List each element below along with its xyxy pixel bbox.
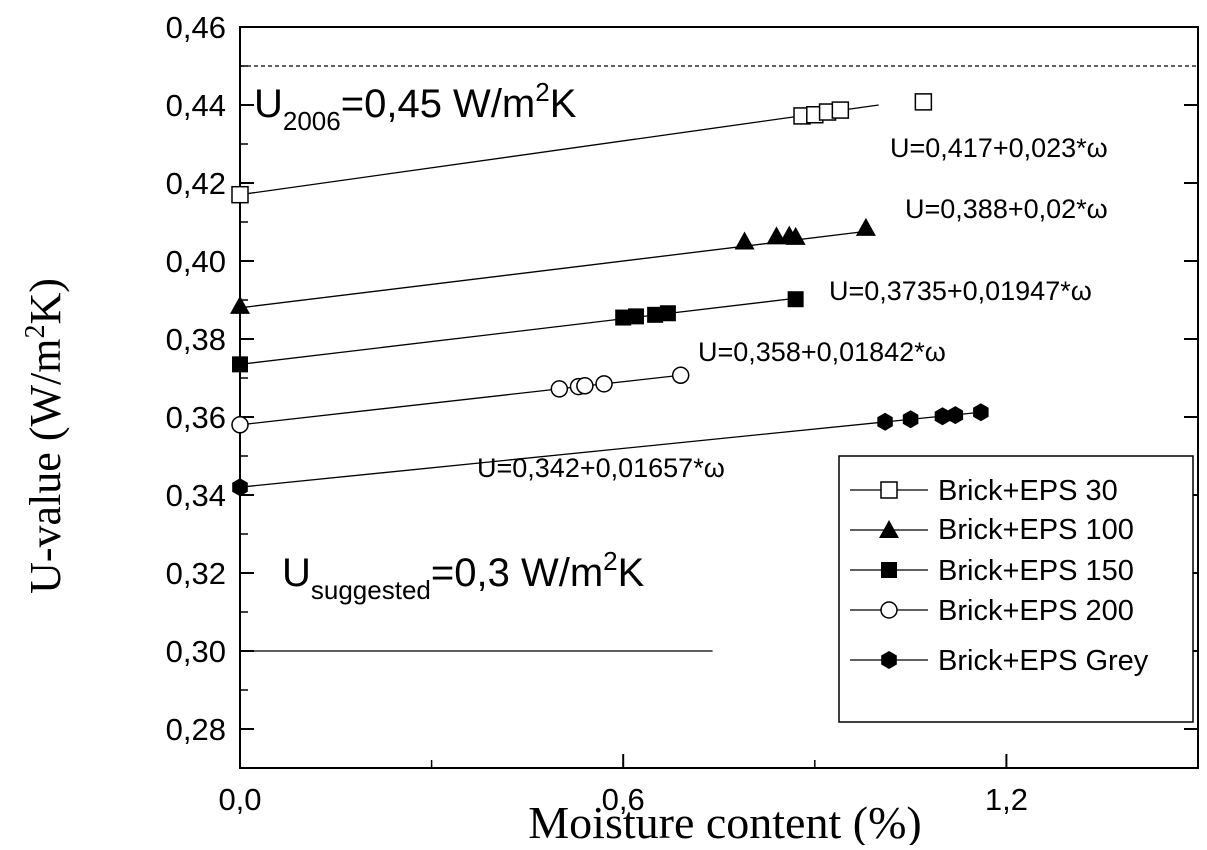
data-point-series-4 xyxy=(902,410,919,429)
legend-label-eps-100: Brick+EPS 100 xyxy=(938,514,1134,546)
data-point-series-0 xyxy=(231,185,249,204)
fit-line xyxy=(239,104,879,196)
data-point-series-4 xyxy=(877,412,893,431)
legend-marker-series-3 xyxy=(880,601,898,619)
data-point-series-2 xyxy=(615,309,632,326)
legend: Brick+EPS 30 Brick+EPS 100 Brick+EPS 150… xyxy=(838,455,1194,723)
equation-eps-200: U=0,358+0,01842*ω xyxy=(698,337,946,367)
legend-label-eps-150: Brick+EPS 150 xyxy=(938,555,1134,587)
y-tick-label: 0,40 xyxy=(166,244,226,279)
legend-label-eps-30: Brick+EPS 30 xyxy=(938,475,1118,507)
data-point-series-2 xyxy=(659,305,676,322)
legend-label-eps-200: Brick+EPS 200 xyxy=(938,595,1134,627)
lines-layer xyxy=(239,65,1198,652)
legend-box xyxy=(838,455,1194,723)
legend-label-eps-grey: Brick+EPS Grey xyxy=(938,645,1149,677)
data-point-series-2 xyxy=(787,291,804,308)
data-point-series-4 xyxy=(973,403,989,422)
data-point-series-2 xyxy=(647,306,664,323)
data-point-series-3 xyxy=(595,375,613,393)
x-tick-label: 0,0 xyxy=(218,782,261,817)
legend-marker-series-0 xyxy=(880,481,898,499)
data-point-series-1 xyxy=(855,217,876,236)
plot-frame xyxy=(239,26,1199,769)
y-tick-label: 0,38 xyxy=(166,322,226,357)
data-point-series-3 xyxy=(671,366,690,385)
data-point-series-4 xyxy=(232,478,248,497)
y-axis-title: U-value (W/m2K) xyxy=(20,278,70,594)
equation-eps-150: U=0,3735+0,01947*ω xyxy=(829,276,1092,306)
legend-marker-series-1 xyxy=(879,520,899,538)
y-tick-label: 0,32 xyxy=(166,556,226,591)
axes-layer: 0,28 0,30 0,32 0,34 0,36 0,38 0,40 0,42 0,44 0,46… xyxy=(166,10,1199,817)
y-tick-label: 0,36 xyxy=(166,400,226,435)
data-point-series-3 xyxy=(576,377,594,395)
u2006-annotation: U2006=0,45 W/m2K xyxy=(254,77,577,136)
data-point-series-4 xyxy=(934,407,951,426)
fit-line xyxy=(239,411,981,488)
data-point-series-3 xyxy=(550,380,569,398)
data-point-series-1 xyxy=(230,295,250,314)
data-point-series-4 xyxy=(947,406,964,425)
data-point-series-0 xyxy=(831,101,850,119)
equation-eps-30: U=0,417+0,023*ω xyxy=(890,133,1108,163)
legend-marker-series-4 xyxy=(881,651,897,669)
marks-layer xyxy=(230,93,989,497)
data-point-series-1 xyxy=(734,231,755,250)
data-point-series-2 xyxy=(627,308,644,325)
y-tick-label: 0,46 xyxy=(166,10,226,45)
x-tick-label: 1,2 xyxy=(985,782,1028,817)
data-point-series-0 xyxy=(914,93,933,111)
usuggested-annotation: Usuggested=0,3 W/m2K xyxy=(282,546,645,605)
x-tick-label: 0,6 xyxy=(602,782,645,817)
data-point-series-3 xyxy=(231,416,249,434)
x-axis-title: Moisture content (%) xyxy=(528,797,921,845)
fit-line xyxy=(239,297,796,365)
data-point-series-2 xyxy=(232,356,248,373)
y-tick-label: 0,42 xyxy=(166,166,226,201)
fit-line xyxy=(239,374,681,426)
fit-line xyxy=(239,230,866,309)
legend-marker-series-2 xyxy=(881,562,897,578)
data-point-series-1 xyxy=(785,226,806,245)
y-tick-label: 0,28 xyxy=(166,712,226,747)
legend-marks xyxy=(850,481,928,669)
equation-eps-100: U=0,388+0,02*ω xyxy=(905,194,1108,224)
y-tick-label: 0,34 xyxy=(166,478,226,513)
equation-eps-grey: U=0,342+0,01657*ω xyxy=(477,453,725,483)
y-tick-label: 0,30 xyxy=(166,634,226,669)
y-tick-label: 0,44 xyxy=(166,88,226,123)
